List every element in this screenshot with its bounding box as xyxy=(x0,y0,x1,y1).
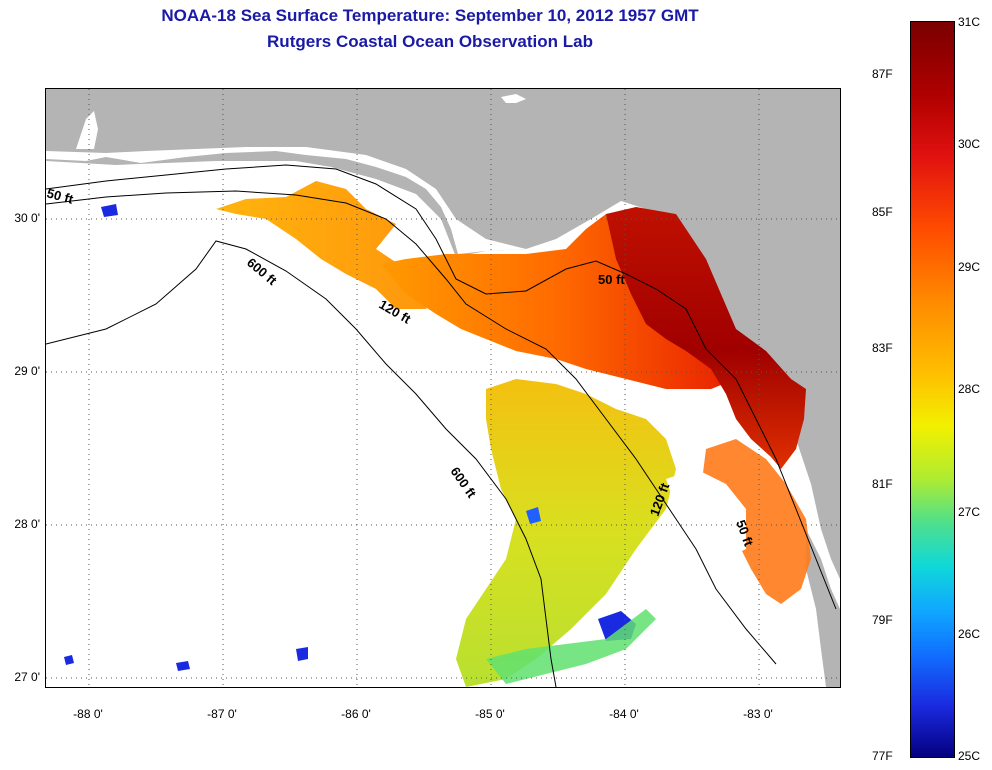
colorbar-f-label: 81F xyxy=(872,477,893,491)
sst-green-edge xyxy=(486,609,656,684)
sst-lower-east xyxy=(701,439,811,604)
colorbar-c-label: 30C xyxy=(958,137,981,151)
sst-map: 50 ft 50 ft 50 ft 120 ft 120 ft 600 ft 6… xyxy=(45,88,841,688)
contour-label-50ft-east: 50 ft xyxy=(598,272,625,287)
contour-label-50ft-west: 50 ft xyxy=(46,185,76,207)
sst-west-band xyxy=(216,181,436,309)
y-tick-label: 28 0' xyxy=(14,517,40,531)
sst-map-canvas: 50 ft 50 ft 50 ft 120 ft 120 ft 600 ft 6… xyxy=(46,89,840,687)
colorbar-f-label: 85F xyxy=(872,205,893,219)
colorbar-c-label: 25C xyxy=(958,749,981,763)
land-panhandle-coast xyxy=(46,147,526,254)
colorbar-c-label: 29C xyxy=(958,260,981,274)
x-tick-label: -85 0' xyxy=(475,707,505,721)
colorbar-f-label: 77F xyxy=(872,749,893,763)
sst-south-yellow xyxy=(456,379,676,687)
map-title: NOAA-18 Sea Surface Temperature: Septemb… xyxy=(161,6,699,25)
contour-label-600ft-south: 600 ft xyxy=(448,464,480,501)
contour-label-600ft-north: 600 ft xyxy=(244,255,280,289)
colorbar-f-label: 79F xyxy=(872,613,893,627)
x-tick-label: -84 0' xyxy=(609,707,639,721)
land-lower-peninsula xyxy=(806,529,840,687)
land-bay xyxy=(76,111,98,149)
x-tick-label: -87 0' xyxy=(207,707,237,721)
sst-cool-patch-2 xyxy=(526,507,541,524)
temperature-colorbar xyxy=(910,21,955,758)
x-tick-label: -86 0' xyxy=(341,707,371,721)
colorbar-c-label: 28C xyxy=(958,382,981,396)
x-tick-label: -83 0' xyxy=(743,707,773,721)
sst-east-hot xyxy=(606,207,806,469)
white-islands xyxy=(501,94,526,103)
colorbar-c-label: 31C xyxy=(958,15,981,29)
sst-gap-clouds xyxy=(666,469,746,559)
x-tick-label: -88 0' xyxy=(73,707,103,721)
map-subtitle: Rutgers Coastal Ocean Observation Lab xyxy=(267,32,593,51)
colorbar-f-label: 87F xyxy=(872,67,893,81)
y-tick-label: 30 0' xyxy=(14,211,40,225)
depth-contours xyxy=(46,164,837,687)
land-north xyxy=(46,89,840,579)
y-tick-label: 29 0' xyxy=(14,364,40,378)
y-tick-label: 27 0' xyxy=(14,670,40,684)
colorbar-f-label: 83F xyxy=(872,341,893,355)
colorbar-c-label: 26C xyxy=(958,627,981,641)
colorbar-c-label: 27C xyxy=(958,505,981,519)
